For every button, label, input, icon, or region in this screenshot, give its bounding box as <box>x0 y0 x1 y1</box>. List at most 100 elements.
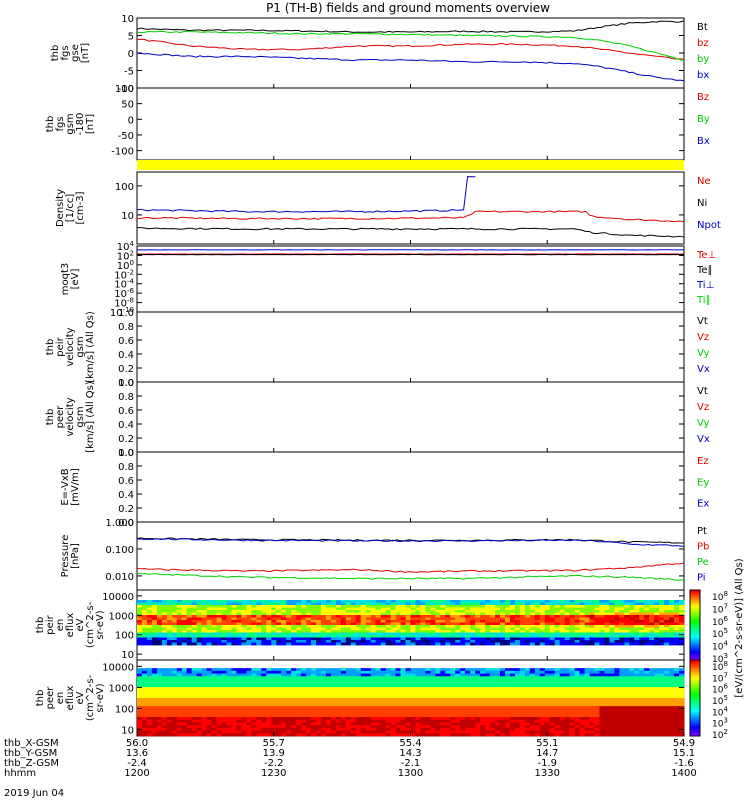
spectrogram-cell <box>171 725 178 729</box>
spectrogram-cell <box>251 610 257 613</box>
spectrogram-cell <box>301 627 307 631</box>
spectrogram-cell <box>569 635 575 638</box>
spectrogram-cell <box>659 700 665 704</box>
spectrogram-cell <box>554 630 561 633</box>
spectrogram-cell <box>171 625 178 628</box>
spectrogram-cell <box>475 635 481 638</box>
spectrogram-cell <box>166 733 173 737</box>
spectrogram-cell <box>549 689 556 693</box>
spectrogram-cell <box>385 632 392 636</box>
spectrogram-cell <box>534 725 541 729</box>
spectrogram-cell <box>460 622 466 626</box>
spectrogram-cell <box>440 725 446 729</box>
colorbar-cell <box>690 618 700 621</box>
spectrogram-cell <box>549 714 556 718</box>
spectrogram-cell <box>241 620 247 623</box>
spectrogram-cell <box>669 637 675 641</box>
spectrogram-cell <box>604 717 610 721</box>
spectrogram-cell <box>455 730 461 734</box>
spectrogram-cell <box>420 719 426 723</box>
spectrogram-cell <box>400 673 406 677</box>
spectrogram-cell <box>504 733 511 737</box>
spectrogram-cell <box>330 687 337 691</box>
panel-frame <box>136 451 685 523</box>
spectrogram-cell <box>146 610 153 613</box>
spectrogram-cell <box>519 607 526 611</box>
spectrogram-cell <box>644 730 650 734</box>
spectrogram-cell <box>306 714 312 718</box>
spectrogram-cell <box>649 725 655 729</box>
spectrogram-cell <box>544 719 551 723</box>
spectrogram-cell <box>196 617 203 621</box>
spectrogram-cell <box>296 632 302 636</box>
spectrogram-cell <box>241 687 247 691</box>
spectrogram-cell <box>301 668 307 672</box>
spectrogram-cell <box>450 708 456 712</box>
spectrogram-cell <box>171 610 178 613</box>
spectrogram-cell <box>395 687 401 691</box>
spectrogram-cell <box>500 687 506 691</box>
spectrogram-cell <box>281 695 287 699</box>
spectrogram-cell <box>629 733 635 737</box>
spectrogram-cell <box>485 730 491 734</box>
spectrogram-cell <box>226 679 232 683</box>
spectrogram-cell <box>375 684 382 688</box>
spectrogram-cell <box>415 717 421 721</box>
spectrogram-cell <box>410 730 416 734</box>
spectrogram-cell <box>584 637 590 641</box>
spectrogram-cell <box>460 632 466 636</box>
spectrogram-cell <box>146 617 153 621</box>
spectrogram-cell <box>201 612 208 616</box>
spectrogram-cell <box>500 695 506 699</box>
spectrogram-cell <box>340 722 347 726</box>
spectrogram-cell <box>445 692 451 696</box>
spectrogram-cell <box>156 714 163 718</box>
spectrogram-cell <box>574 607 580 611</box>
spectrogram-cell <box>594 681 600 685</box>
spectrogram-cell <box>629 727 635 731</box>
spectrogram-cell <box>490 711 496 715</box>
spectrogram-cell <box>480 605 486 608</box>
spectrogram-cell <box>301 637 307 641</box>
spectrogram-cell <box>534 607 541 611</box>
spectrogram-cell <box>554 673 561 677</box>
spectrogram-cell <box>216 630 222 633</box>
spectrogram-cell <box>594 703 600 707</box>
spectrogram-cell <box>450 615 456 618</box>
spectrogram-cell <box>355 711 362 715</box>
spectrogram-cell <box>455 673 461 677</box>
spectrogram-cell <box>485 607 491 611</box>
spectrogram-cell <box>306 642 312 646</box>
spectrogram-cell <box>206 630 212 633</box>
spectrogram-cell <box>146 605 153 608</box>
spectrogram-cell <box>639 622 645 626</box>
spectrogram-cell <box>206 673 212 677</box>
spectrogram-cell <box>231 630 237 633</box>
spectrogram-cell <box>181 642 188 646</box>
spectrogram-cell <box>236 640 242 643</box>
spectrogram-cell <box>316 637 322 641</box>
spectrogram-cell <box>619 607 625 611</box>
spectrogram-cell <box>455 700 461 704</box>
spectrogram-cell <box>365 689 372 693</box>
spectrogram-cell <box>350 689 357 693</box>
spectrogram-cell <box>495 733 501 737</box>
spectrogram-cell <box>470 635 476 638</box>
spectrogram-cell <box>405 698 411 702</box>
spectrogram-cell <box>649 687 655 691</box>
colorbar-cell <box>690 616 700 619</box>
spectrogram-cell <box>460 673 466 677</box>
spectrogram-cell <box>296 733 302 737</box>
colorbar-tick-label: 107 <box>712 602 728 615</box>
spectrogram-cell <box>281 714 287 718</box>
spectrogram-cell <box>390 687 396 691</box>
spectrogram-cell <box>430 684 436 688</box>
spectrogram-cell <box>634 670 640 674</box>
spectrogram-cell <box>544 689 551 693</box>
spectrogram-cell <box>360 670 367 674</box>
spectrogram-cell <box>435 622 441 626</box>
spectrogram-cell <box>495 642 501 646</box>
spectrogram-cell <box>385 700 392 704</box>
spectrogram-cell <box>425 600 431 603</box>
